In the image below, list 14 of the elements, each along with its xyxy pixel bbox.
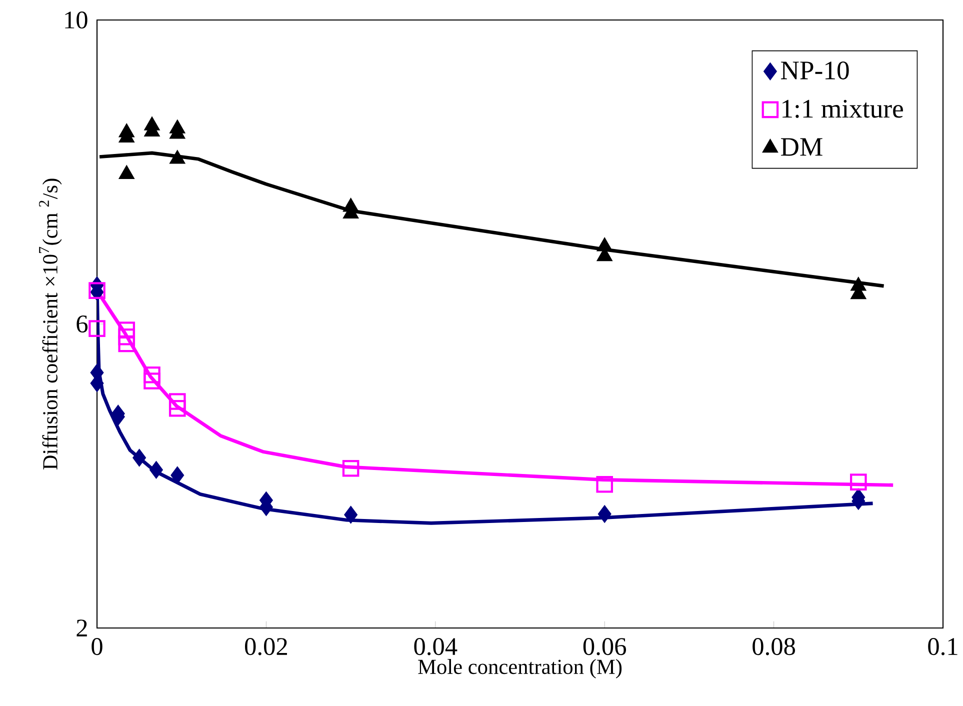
y-tick-label: 10 xyxy=(65,11,88,29)
x-tick-label: 0.04 xyxy=(414,638,458,656)
y-tick-label: 2 xyxy=(76,620,87,636)
x-tick-label: 0.02 xyxy=(245,638,287,656)
legend-label: NP-10 xyxy=(780,61,849,80)
x-axis-title: Mole concentration (M) xyxy=(418,659,622,678)
legend-label: 1:1 mixture xyxy=(782,100,903,118)
x-tick-label: 0.1 xyxy=(928,638,958,656)
x-tick-label: 0 xyxy=(92,638,102,656)
y-axis-title: Diffusion coefficient ×10$^{7}$(cm $^{2}$/s) xyxy=(39,178,62,470)
y-tick-label: 6 xyxy=(76,315,88,333)
x-tick-label: 0.06 xyxy=(583,638,626,656)
x-tick-label: 0.08 xyxy=(752,638,795,656)
legend-label: DM xyxy=(780,138,822,156)
